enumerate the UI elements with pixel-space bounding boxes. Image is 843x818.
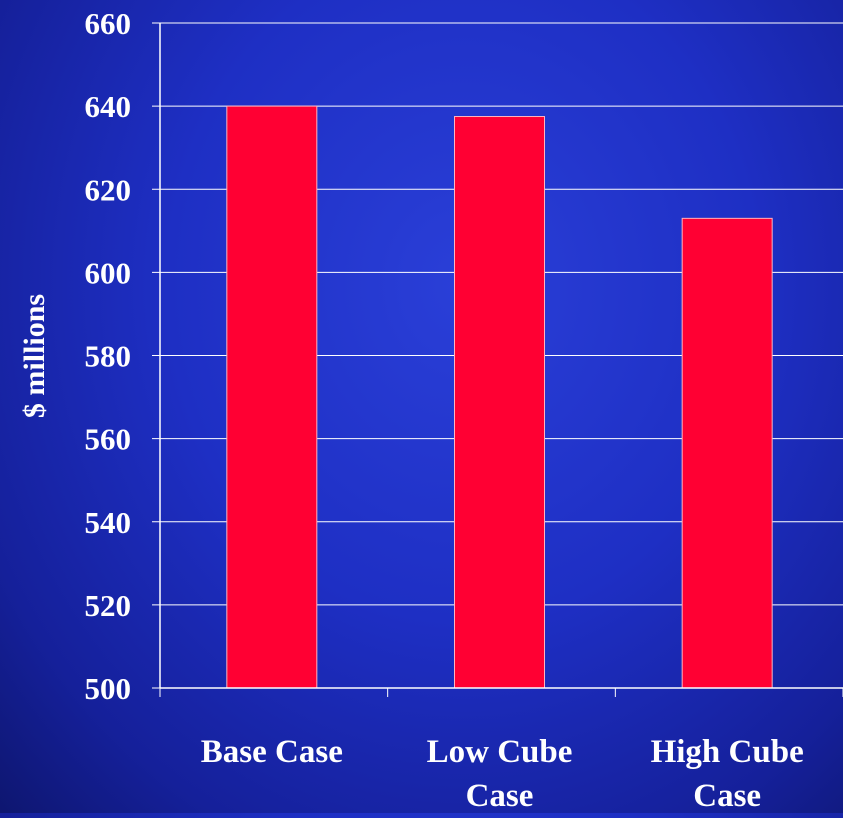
y-tick-label: 580 [85, 339, 132, 374]
bar [681, 217, 773, 689]
bars [226, 105, 773, 689]
bar [226, 105, 318, 689]
x-tick-label-line: Base Case [201, 734, 343, 770]
y-tick-label: 500 [85, 671, 132, 706]
y-tick-labels: 660 640 620 600 580 560 540 520 500 [85, 6, 132, 706]
x-tick-label: High Cube Case [651, 734, 804, 813]
y-tick-label: 560 [85, 422, 132, 457]
y-tick-label: 660 [85, 6, 132, 41]
bar [454, 116, 545, 689]
x-tick-label: Base Case [201, 734, 343, 770]
x-tick-label-line: Case [693, 778, 761, 813]
y-tick-label: 600 [85, 255, 132, 290]
x-tick-label: Low Cube Case [427, 734, 573, 813]
y-tick-label: 640 [85, 89, 132, 124]
axes [152, 22, 843, 697]
x-tick-label-line: Low Cube [427, 734, 573, 770]
x-tick-label-line: Case [466, 778, 534, 813]
x-tick-labels: Base Case Low Cube Case High Cube Case [201, 734, 804, 814]
x-tick-label-line: High Cube [651, 734, 804, 770]
y-axis-label: $ millions [18, 294, 51, 418]
y-tick-label: 620 [85, 172, 132, 207]
y-tick-label: 540 [85, 505, 132, 540]
y-tick-label: 520 [85, 588, 132, 623]
